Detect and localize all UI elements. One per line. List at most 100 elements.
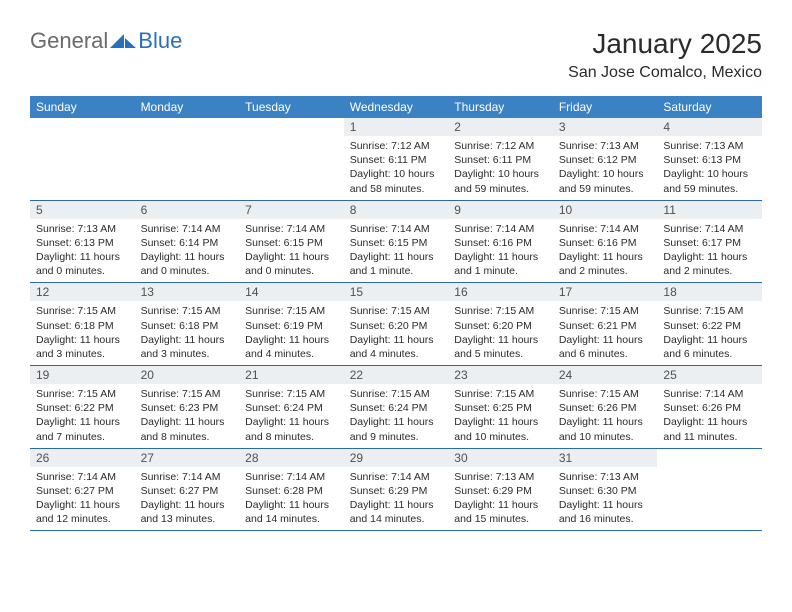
sunrise-line: Sunrise: 7:15 AM [663,304,756,318]
day-cell: 16Sunrise: 7:15 AMSunset: 6:20 PMDayligh… [448,283,553,365]
logo-text-general: General [30,28,108,54]
day-number: 21 [239,366,344,384]
logo-text-blue: Blue [138,28,182,54]
day-number: 17 [553,283,658,301]
day-info: Sunrise: 7:12 AMSunset: 6:11 PMDaylight:… [448,136,553,200]
day-header-row: SundayMondayTuesdayWednesdayThursdayFrid… [30,96,762,118]
sunrise-line: Sunrise: 7:13 AM [454,470,547,484]
sunset-line: Sunset: 6:18 PM [141,319,234,333]
logo: General Blue [30,28,182,54]
day-info: Sunrise: 7:15 AMSunset: 6:24 PMDaylight:… [239,384,344,448]
page-header: General Blue January 2025 San Jose Comal… [30,28,762,82]
sunrise-line: Sunrise: 7:13 AM [559,470,652,484]
sunset-line: Sunset: 6:27 PM [36,484,129,498]
sunrise-line: Sunrise: 7:14 AM [36,470,129,484]
empty-day [657,449,762,467]
day-cell [657,449,762,531]
sunrise-line: Sunrise: 7:14 AM [350,222,443,236]
daylight-line: Daylight: 11 hours and 10 minutes. [559,415,652,443]
empty-day [30,118,135,136]
daylight-line: Daylight: 11 hours and 9 minutes. [350,415,443,443]
sunset-line: Sunset: 6:22 PM [663,319,756,333]
sunset-line: Sunset: 6:27 PM [141,484,234,498]
day-cell: 22Sunrise: 7:15 AMSunset: 6:24 PMDayligh… [344,366,449,448]
day-number: 7 [239,201,344,219]
day-cell: 21Sunrise: 7:15 AMSunset: 6:24 PMDayligh… [239,366,344,448]
day-info: Sunrise: 7:14 AMSunset: 6:27 PMDaylight:… [135,467,240,531]
sunset-line: Sunset: 6:19 PM [245,319,338,333]
sunset-line: Sunset: 6:13 PM [36,236,129,250]
sunset-line: Sunset: 6:15 PM [350,236,443,250]
day-number: 19 [30,366,135,384]
day-info: Sunrise: 7:13 AMSunset: 6:29 PMDaylight:… [448,467,553,531]
day-cell: 20Sunrise: 7:15 AMSunset: 6:23 PMDayligh… [135,366,240,448]
day-number: 9 [448,201,553,219]
daylight-line: Daylight: 11 hours and 0 minutes. [245,250,338,278]
daylight-line: Daylight: 10 hours and 59 minutes. [663,167,756,195]
sunset-line: Sunset: 6:20 PM [454,319,547,333]
empty-day [135,118,240,136]
day-info: Sunrise: 7:14 AMSunset: 6:29 PMDaylight:… [344,467,449,531]
day-info: Sunrise: 7:15 AMSunset: 6:23 PMDaylight:… [135,384,240,448]
day-info: Sunrise: 7:15 AMSunset: 6:25 PMDaylight:… [448,384,553,448]
daylight-line: Daylight: 11 hours and 0 minutes. [36,250,129,278]
day-cell: 6Sunrise: 7:14 AMSunset: 6:14 PMDaylight… [135,201,240,283]
empty-day [239,118,344,136]
sunrise-line: Sunrise: 7:12 AM [454,139,547,153]
day-info: Sunrise: 7:15 AMSunset: 6:20 PMDaylight:… [344,301,449,365]
day-info: Sunrise: 7:14 AMSunset: 6:26 PMDaylight:… [657,384,762,448]
day-number: 2 [448,118,553,136]
daylight-line: Daylight: 11 hours and 15 minutes. [454,498,547,526]
day-cell: 3Sunrise: 7:13 AMSunset: 6:12 PMDaylight… [553,118,658,200]
daylight-line: Daylight: 11 hours and 6 minutes. [663,333,756,361]
day-number: 11 [657,201,762,219]
day-cell: 1Sunrise: 7:12 AMSunset: 6:11 PMDaylight… [344,118,449,200]
day-cell: 17Sunrise: 7:15 AMSunset: 6:21 PMDayligh… [553,283,658,365]
sunset-line: Sunset: 6:16 PM [559,236,652,250]
daylight-line: Daylight: 11 hours and 16 minutes. [559,498,652,526]
day-header: Wednesday [344,96,449,118]
sunrise-line: Sunrise: 7:15 AM [454,387,547,401]
daylight-line: Daylight: 11 hours and 1 minute. [350,250,443,278]
day-cell: 30Sunrise: 7:13 AMSunset: 6:29 PMDayligh… [448,449,553,531]
day-cell: 24Sunrise: 7:15 AMSunset: 6:26 PMDayligh… [553,366,658,448]
sunrise-line: Sunrise: 7:15 AM [141,387,234,401]
sunset-line: Sunset: 6:26 PM [559,401,652,415]
day-info: Sunrise: 7:14 AMSunset: 6:15 PMDaylight:… [239,219,344,283]
sunrise-line: Sunrise: 7:14 AM [245,222,338,236]
sunset-line: Sunset: 6:18 PM [36,319,129,333]
day-number: 1 [344,118,449,136]
day-cell: 29Sunrise: 7:14 AMSunset: 6:29 PMDayligh… [344,449,449,531]
day-info: Sunrise: 7:14 AMSunset: 6:27 PMDaylight:… [30,467,135,531]
day-info: Sunrise: 7:15 AMSunset: 6:24 PMDaylight:… [344,384,449,448]
sunset-line: Sunset: 6:29 PM [454,484,547,498]
day-cell: 13Sunrise: 7:15 AMSunset: 6:18 PMDayligh… [135,283,240,365]
sunset-line: Sunset: 6:28 PM [245,484,338,498]
sunrise-line: Sunrise: 7:15 AM [36,304,129,318]
day-cell: 9Sunrise: 7:14 AMSunset: 6:16 PMDaylight… [448,201,553,283]
week-row: 19Sunrise: 7:15 AMSunset: 6:22 PMDayligh… [30,366,762,449]
sunrise-line: Sunrise: 7:15 AM [350,387,443,401]
sunrise-line: Sunrise: 7:14 AM [663,387,756,401]
day-info: Sunrise: 7:15 AMSunset: 6:26 PMDaylight:… [553,384,658,448]
day-cell: 28Sunrise: 7:14 AMSunset: 6:28 PMDayligh… [239,449,344,531]
day-cell: 5Sunrise: 7:13 AMSunset: 6:13 PMDaylight… [30,201,135,283]
sunrise-line: Sunrise: 7:12 AM [350,139,443,153]
sunset-line: Sunset: 6:26 PM [663,401,756,415]
daylight-line: Daylight: 11 hours and 2 minutes. [663,250,756,278]
sunrise-line: Sunrise: 7:15 AM [245,304,338,318]
day-info: Sunrise: 7:15 AMSunset: 6:22 PMDaylight:… [30,384,135,448]
day-cell: 25Sunrise: 7:14 AMSunset: 6:26 PMDayligh… [657,366,762,448]
day-info: Sunrise: 7:13 AMSunset: 6:13 PMDaylight:… [30,219,135,283]
month-title: January 2025 [568,28,762,60]
daylight-line: Daylight: 11 hours and 10 minutes. [454,415,547,443]
day-cell: 31Sunrise: 7:13 AMSunset: 6:30 PMDayligh… [553,449,658,531]
sunrise-line: Sunrise: 7:13 AM [663,139,756,153]
sunset-line: Sunset: 6:13 PM [663,153,756,167]
daylight-line: Daylight: 11 hours and 14 minutes. [245,498,338,526]
sunset-line: Sunset: 6:25 PM [454,401,547,415]
day-number: 10 [553,201,658,219]
day-cell: 27Sunrise: 7:14 AMSunset: 6:27 PMDayligh… [135,449,240,531]
day-cell: 14Sunrise: 7:15 AMSunset: 6:19 PMDayligh… [239,283,344,365]
weeks-container: 1Sunrise: 7:12 AMSunset: 6:11 PMDaylight… [30,118,762,531]
